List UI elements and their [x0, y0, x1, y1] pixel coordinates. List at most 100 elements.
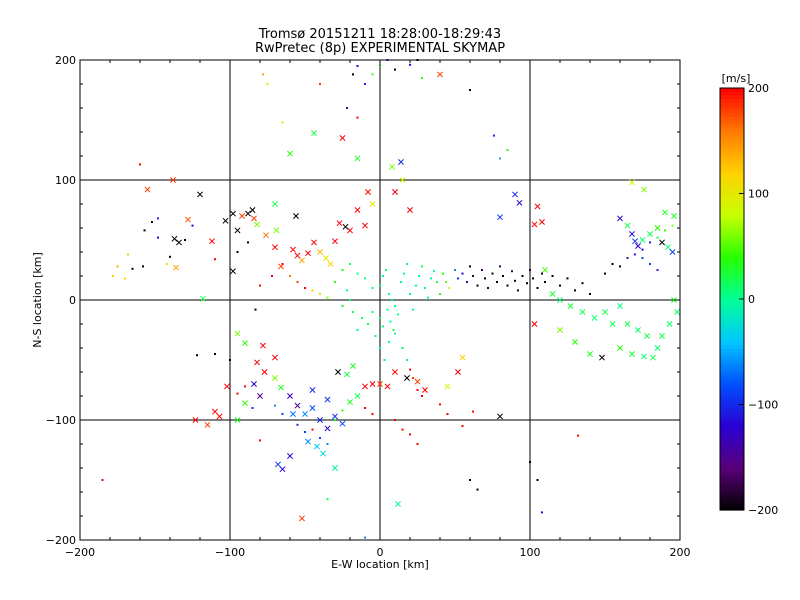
colorbar-segment: [720, 130, 744, 135]
data-point-dot: [281, 121, 284, 124]
colorbar-segment: [720, 200, 744, 205]
colorbar-segment: [720, 211, 744, 216]
data-point-dot: [364, 407, 366, 409]
data-point-x: [669, 249, 676, 255]
data-point-dot: [124, 277, 126, 280]
data-point-x: [347, 227, 353, 234]
data-point-dot: [349, 299, 351, 301]
colorbar-segment: [720, 165, 744, 170]
data-point-dot: [412, 377, 414, 379]
colorbar-segment: [720, 429, 744, 434]
data-point-x: [204, 421, 211, 428]
data-point-x: [224, 383, 230, 390]
data-point-x: [335, 369, 341, 375]
data-point-dot: [418, 275, 420, 277]
data-point-x: [369, 381, 376, 387]
data-point-x: [531, 321, 538, 327]
data-point-x: [542, 267, 548, 273]
data-point-dot: [671, 224, 674, 227]
data-point-x: [635, 327, 641, 333]
colorbar-segment: [720, 390, 744, 395]
data-point-x: [342, 223, 349, 230]
data-point-dot: [371, 287, 374, 289]
data-point-x: [293, 213, 299, 219]
colorbar-segment: [720, 485, 744, 490]
y-tick-label: 0: [69, 294, 76, 307]
data-point-x: [617, 345, 623, 351]
data-point-dot: [352, 311, 354, 313]
data-point-dot: [536, 479, 539, 481]
data-point-dot: [127, 253, 129, 256]
data-point-dot: [112, 275, 114, 277]
colorbar-segment: [720, 116, 744, 121]
colorbar-segment: [720, 460, 744, 465]
data-point-dot: [541, 511, 543, 514]
colorbar-segment: [720, 193, 744, 198]
data-point-x: [185, 216, 191, 223]
data-point-x: [222, 217, 229, 224]
x-tick-label: 200: [670, 546, 691, 559]
colorbar-segment: [720, 467, 744, 472]
colorbar-segment: [720, 379, 744, 384]
data-point-dot: [403, 272, 405, 275]
data-point-x: [650, 354, 656, 361]
data-point-x: [404, 375, 410, 381]
data-point-dot: [236, 392, 239, 395]
data-point-dot: [611, 263, 614, 265]
y-tick-label: 100: [55, 174, 76, 187]
data-point-dot: [461, 425, 464, 427]
colorbar-segment: [720, 450, 744, 455]
data-point-dot: [262, 73, 264, 76]
colorbar-segment: [720, 372, 744, 377]
data-point-dot: [352, 73, 354, 76]
data-point-dot: [311, 428, 314, 431]
data-point-x: [639, 237, 646, 243]
data-point-dot: [382, 275, 384, 277]
colorbar-segment: [720, 474, 744, 479]
data-point-x: [392, 189, 398, 195]
data-point-dot: [391, 299, 393, 301]
data-point-x: [389, 163, 395, 170]
data-point-dot: [511, 270, 513, 273]
colorbar-segment: [720, 119, 744, 124]
data-point-dot: [247, 241, 249, 244]
colorbar-segment: [720, 464, 744, 469]
data-point-x: [572, 339, 578, 345]
data-point-x: [624, 222, 631, 229]
data-point-x: [347, 399, 353, 405]
data-point-dot: [656, 269, 659, 271]
data-point-x: [629, 231, 635, 237]
data-point-dot: [367, 323, 369, 325]
data-point-dot: [466, 281, 468, 283]
colorbar-segment: [720, 207, 744, 212]
colorbar-segment: [720, 337, 744, 342]
data-point-dot: [517, 289, 519, 292]
colorbar-segment: [720, 320, 744, 325]
data-point-x: [230, 210, 236, 217]
data-point-dot: [446, 413, 449, 415]
data-point-x: [234, 330, 241, 337]
data-point-x: [591, 315, 598, 321]
data-point-dot: [281, 263, 284, 265]
data-point-x: [275, 461, 281, 468]
data-point-x: [176, 239, 182, 246]
data-point-dot: [379, 317, 381, 319]
data-point-dot: [341, 269, 344, 271]
data-point-dot: [274, 404, 276, 407]
data-point-dot: [566, 277, 569, 280]
data-point-x: [336, 220, 343, 227]
data-point-dot: [536, 287, 539, 289]
colorbar-segment: [720, 478, 744, 483]
data-point-x: [144, 186, 151, 193]
data-point-x: [200, 295, 206, 302]
data-point-dot: [319, 437, 321, 439]
data-point-dot: [341, 409, 344, 412]
data-point-x: [242, 340, 248, 347]
colorbar-segment: [720, 330, 744, 335]
data-point-x: [290, 246, 296, 253]
colorbar-segment: [720, 295, 744, 300]
data-point-x: [173, 264, 179, 271]
data-point-dot: [544, 281, 546, 283]
data-point-dot: [574, 289, 576, 292]
data-point-x: [531, 221, 538, 228]
